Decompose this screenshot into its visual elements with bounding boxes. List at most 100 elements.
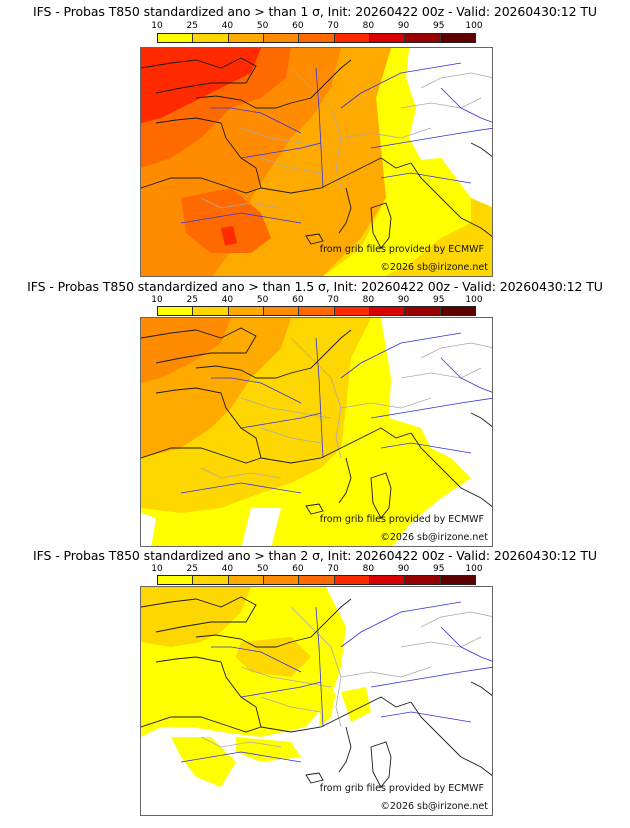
colorbar-segment: [405, 307, 441, 315]
panel-title: IFS - Probas T850 standardized ano > tha…: [27, 279, 603, 294]
border-line: [290, 67, 342, 189]
river-line: [380, 172, 472, 184]
colorbar-tick-label: 100: [465, 21, 483, 31]
coastline: [305, 503, 324, 515]
colorbar-tick-label: 95: [433, 21, 445, 31]
coastline: [141, 596, 257, 633]
colorbar-segment: [369, 307, 406, 315]
colorbar-tick-label: 100: [465, 564, 483, 574]
border-line: [340, 127, 432, 139]
colorbar: [157, 306, 476, 316]
colorbar-tick-label: 90: [397, 564, 410, 574]
colorbar-segment: [440, 307, 475, 315]
border-line: [400, 367, 482, 379]
colorbar-ticks: 10 25 40 50 60 70 80 90 95 100: [151, 564, 482, 574]
coastline: [370, 741, 392, 788]
colorbar-segment: [263, 34, 300, 42]
colorbar-ticks: 10 25 40 50 60 70 80 90 95 100: [151, 295, 482, 305]
probability-map: from grib files provided by ECMWF ©2026 s…: [140, 317, 493, 547]
coastline: [338, 457, 352, 504]
colorbar-segment: [228, 34, 264, 42]
river-line: [240, 681, 322, 698]
coastline: [155, 656, 262, 728]
copyright-credit: ©2026 sb@irizone.net: [380, 532, 488, 543]
coastline: [338, 187, 352, 234]
probability-area: [236, 637, 311, 677]
border-line: [200, 736, 282, 748]
probability-map: from grib files provided by ECMWF ©2026 s…: [140, 47, 493, 277]
border-line: [420, 72, 492, 89]
source-credit: from grib files provided by ECMWF: [319, 783, 484, 794]
colorbar-tick-label: 80: [362, 295, 375, 305]
colorbar-tick-label: 25: [186, 564, 198, 574]
river-line: [180, 751, 302, 763]
colorbar-tick-label: 10: [151, 295, 163, 305]
colorbar-tick-label: 70: [327, 564, 339, 574]
border-line: [290, 337, 342, 459]
colorbar-tick-label: 50: [256, 564, 269, 574]
border-line: [420, 342, 492, 359]
colorbar-tick-label: 100: [465, 295, 483, 305]
border-line: [340, 397, 432, 409]
border-line: [260, 427, 322, 444]
colorbar-ticks: 10 25 40 50 60 70 80 90 95 100: [151, 21, 482, 31]
coastline: [155, 387, 262, 459]
colorbar-segment: [193, 576, 229, 584]
border-line: [200, 197, 282, 209]
coastline: [470, 412, 492, 428]
border-line: [420, 611, 492, 628]
probability-map: from grib files provided by ECMWF ©2026 s…: [140, 586, 493, 816]
river-line: [340, 332, 462, 379]
colorbar-tick-label: 40: [221, 295, 234, 305]
source-credit: from grib files provided by ECMWF: [319, 244, 484, 255]
river-line: [380, 711, 472, 723]
river-line: [440, 357, 492, 393]
panel-title: IFS - Probas T850 standardized ano > tha…: [33, 4, 597, 19]
coastline: [260, 696, 412, 733]
colorbar-tick-label: 90: [397, 21, 410, 31]
coastline: [195, 329, 352, 379]
map-canvas: [141, 48, 492, 276]
river-line: [180, 212, 302, 224]
river-line: [370, 666, 492, 688]
colorbar-tick-label: 90: [397, 295, 410, 305]
colorbar-tick-label: 60: [292, 21, 304, 31]
colorbar-tick-label: 40: [221, 564, 234, 574]
coastline: [195, 59, 352, 109]
colorbar-segment: [228, 576, 264, 584]
probability-area: [181, 188, 271, 253]
colorbar-segment: [158, 34, 194, 42]
colorbar-segment: [369, 34, 406, 42]
river-line: [370, 127, 492, 149]
probability-area: [241, 508, 281, 546]
colorbar-tick-label: 25: [186, 295, 198, 305]
river-line: [440, 87, 492, 123]
probability-area: [406, 48, 492, 208]
border-line: [240, 666, 332, 688]
colorbar-tick-label: 60: [292, 295, 304, 305]
river-line: [315, 606, 324, 728]
probability-area: [171, 737, 236, 787]
border-line: [400, 97, 482, 109]
coastline: [141, 327, 257, 364]
colorbar-segment: [334, 307, 370, 315]
coastline: [470, 142, 492, 158]
colorbar-tick-label: 70: [327, 21, 339, 31]
coastline: [410, 162, 492, 238]
river-line: [370, 397, 492, 419]
river-line: [180, 482, 302, 494]
colorbar-segment: [405, 576, 441, 584]
colorbar-segment: [299, 34, 335, 42]
colorbar-segment: [263, 307, 300, 315]
colorbar-tick-label: 80: [362, 21, 375, 31]
probability-area: [141, 48, 261, 123]
coastline: [141, 716, 262, 733]
source-credit: from grib files provided by ECMWF: [319, 514, 484, 525]
river-line: [211, 377, 302, 404]
colorbar-segment: [263, 576, 300, 584]
coastline: [410, 432, 492, 508]
coastline: [370, 472, 392, 519]
colorbar-segment: [440, 34, 475, 42]
probability-area: [381, 318, 492, 546]
river-line: [340, 62, 462, 109]
